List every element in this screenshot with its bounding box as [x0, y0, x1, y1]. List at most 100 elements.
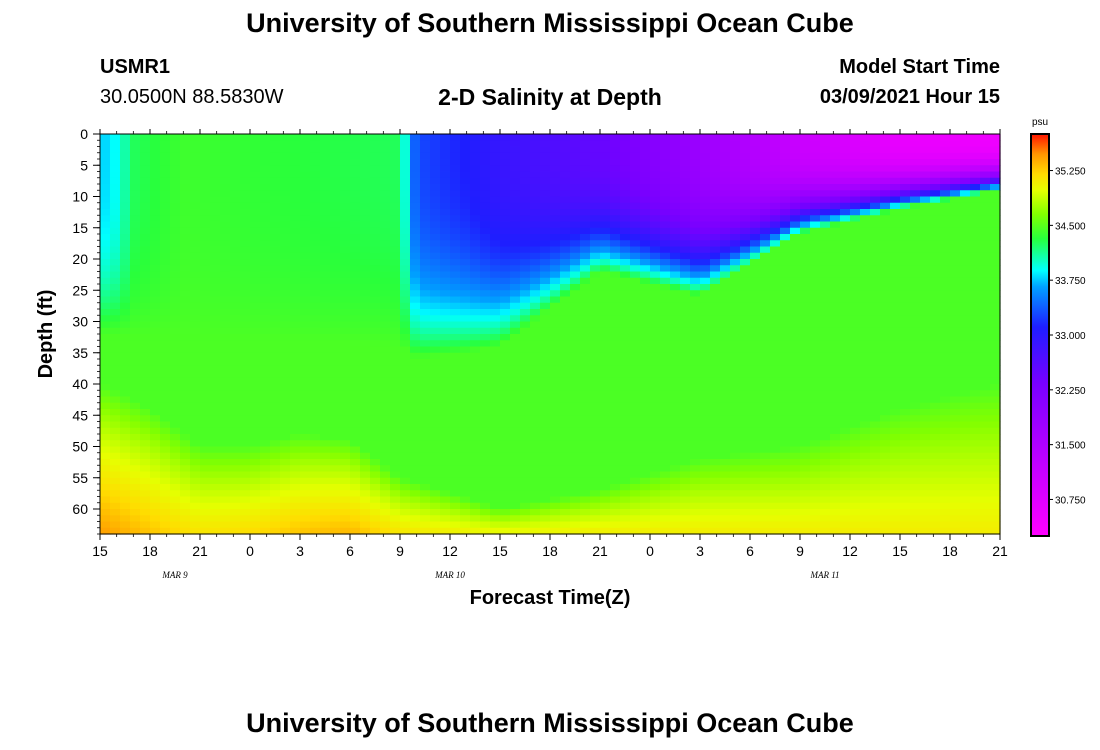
- heatmap-cell: [340, 271, 351, 279]
- heatmap-cell: [600, 515, 611, 523]
- heatmap-cell: [760, 252, 771, 260]
- heatmap-cell: [760, 490, 771, 498]
- heatmap-cell: [630, 315, 641, 323]
- heatmap-cell: [400, 365, 411, 373]
- heatmap-cell: [770, 321, 781, 329]
- heatmap-cell: [550, 415, 561, 423]
- heatmap-cell: [430, 496, 441, 504]
- heatmap-cell: [670, 496, 681, 504]
- heatmap-cell: [430, 440, 441, 448]
- heatmap-cell: [260, 490, 271, 498]
- heatmap-cell: [590, 334, 601, 341]
- heatmap-cell: [500, 490, 511, 498]
- heatmap-cell: [160, 390, 171, 398]
- heatmap-cell: [590, 240, 601, 248]
- heatmap-cell: [160, 446, 171, 454]
- heatmap-cell: [800, 471, 811, 479]
- heatmap-cell: [120, 252, 131, 260]
- heatmap-cell: [120, 140, 131, 148]
- heatmap-cell: [440, 227, 451, 235]
- heatmap-cell: [860, 377, 871, 385]
- heatmap-cell: [720, 221, 731, 229]
- heatmap-cell: [710, 496, 721, 504]
- heatmap-cell: [140, 327, 151, 335]
- heatmap-cell: [870, 409, 881, 416]
- heatmap-cell: [350, 302, 361, 310]
- heatmap-cell: [420, 515, 431, 523]
- heatmap-cell: [750, 484, 761, 491]
- heatmap-cell: [600, 371, 611, 379]
- heatmap-cell: [110, 302, 121, 310]
- heatmap-cell: [440, 515, 451, 523]
- heatmap-cell: [730, 277, 741, 285]
- heatmap-cell: [640, 234, 651, 241]
- heatmap-cell: [710, 246, 721, 254]
- heatmap-cell: [170, 465, 181, 473]
- heatmap-cell: [500, 140, 511, 148]
- heatmap-cell: [140, 321, 151, 329]
- heatmap-cell: [190, 384, 201, 391]
- heatmap-cell: [830, 377, 841, 385]
- heatmap-cell: [400, 359, 411, 366]
- heatmap-cell: [750, 259, 761, 266]
- heatmap-cell: [420, 371, 431, 379]
- heatmap-cell: [870, 327, 881, 335]
- heatmap-cell: [620, 502, 631, 510]
- heatmap-cell: [360, 284, 371, 291]
- heatmap-cell: [360, 446, 371, 454]
- heatmap-cell: [380, 452, 391, 460]
- heatmap-cell: [690, 465, 701, 473]
- heatmap-cell: [360, 390, 371, 398]
- heatmap-cell: [490, 134, 501, 141]
- heatmap-cell: [810, 477, 821, 485]
- heatmap-cell: [180, 165, 191, 173]
- heatmap-cell: [750, 221, 761, 229]
- heatmap-cell: [230, 365, 241, 373]
- heatmap-cell: [320, 434, 331, 441]
- heatmap-cell: [610, 421, 621, 429]
- heatmap-cell: [250, 165, 261, 173]
- heatmap-cell: [780, 490, 791, 498]
- heatmap-cell: [670, 234, 681, 241]
- heatmap-cell: [810, 496, 821, 504]
- heatmap-cell: [470, 490, 481, 498]
- heatmap-cell: [300, 346, 311, 354]
- heatmap-cell: [690, 321, 701, 329]
- heatmap-cell: [550, 471, 561, 479]
- heatmap-cell: [310, 427, 321, 435]
- heatmap-cell: [600, 490, 611, 498]
- heatmap-cell: [240, 484, 251, 491]
- heatmap-cell: [540, 265, 551, 273]
- heatmap-cell: [250, 327, 261, 335]
- heatmap-cell: [140, 471, 151, 479]
- heatmap-cell: [450, 471, 461, 479]
- heatmap-cell: [750, 465, 761, 473]
- heatmap-cell: [600, 327, 611, 335]
- heatmap-cell: [720, 371, 731, 379]
- heatmap-cell: [380, 471, 391, 479]
- heatmap-cell: [860, 427, 871, 435]
- heatmap-cell: [290, 509, 301, 516]
- heatmap-cell: [580, 165, 591, 173]
- heatmap-cell: [520, 234, 531, 241]
- heatmap-cell: [430, 459, 441, 466]
- heatmap-cell: [670, 377, 681, 385]
- heatmap-cell: [840, 452, 851, 460]
- heatmap-cell: [360, 184, 371, 191]
- heatmap-cell: [400, 396, 411, 404]
- heatmap-cell: [650, 521, 661, 529]
- heatmap-cell: [870, 296, 881, 304]
- heatmap-cell: [480, 352, 491, 360]
- heatmap-cell: [190, 209, 201, 216]
- heatmap-cell: [190, 321, 201, 329]
- heatmap-cell: [290, 365, 301, 373]
- heatmap-cell: [690, 415, 701, 423]
- heatmap-cell: [780, 509, 791, 516]
- heatmap-cell: [580, 240, 591, 248]
- heatmap-cell: [110, 421, 121, 429]
- heatmap-cell: [770, 259, 781, 266]
- heatmap-cell: [440, 340, 451, 348]
- heatmap-cell: [330, 159, 341, 166]
- heatmap-cell: [650, 240, 661, 248]
- heatmap-cell: [610, 215, 621, 223]
